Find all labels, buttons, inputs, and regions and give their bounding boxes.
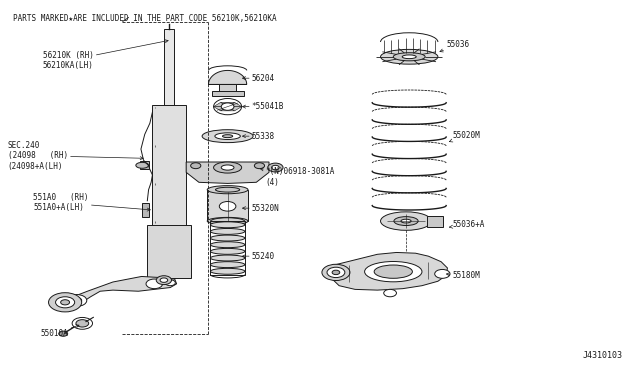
Circle shape xyxy=(332,270,340,275)
Text: SEC.240
(24098   (RH)
(24098+A(LH): SEC.240 (24098 (RH) (24098+A(LH) xyxy=(8,141,143,171)
Circle shape xyxy=(221,103,234,110)
Text: 56210K (RH)
56210KA(LH): 56210K (RH) 56210KA(LH) xyxy=(43,40,168,70)
Ellipse shape xyxy=(211,255,245,261)
Ellipse shape xyxy=(374,265,412,278)
Ellipse shape xyxy=(215,133,241,140)
Ellipse shape xyxy=(381,49,438,64)
Text: 55180M: 55180M xyxy=(447,271,480,280)
Ellipse shape xyxy=(207,186,248,194)
Text: 55036: 55036 xyxy=(440,41,469,52)
Circle shape xyxy=(165,280,175,286)
Bar xyxy=(164,29,174,105)
Ellipse shape xyxy=(211,235,245,241)
Ellipse shape xyxy=(394,217,418,225)
Circle shape xyxy=(56,297,75,308)
Polygon shape xyxy=(209,70,246,84)
Bar xyxy=(220,84,236,92)
Ellipse shape xyxy=(211,222,245,228)
Circle shape xyxy=(254,163,264,169)
Circle shape xyxy=(191,163,201,169)
Ellipse shape xyxy=(381,212,431,230)
Circle shape xyxy=(327,267,345,278)
Text: PARTS MARKED★ARE INCLUDED IN THE PART CODE 56210K,56210KA: PARTS MARKED★ARE INCLUDED IN THE PART CO… xyxy=(13,14,276,23)
Circle shape xyxy=(67,295,87,307)
Text: 551A0   (RH)
551A0+A(LH): 551A0 (RH) 551A0+A(LH) xyxy=(33,193,150,212)
Bar xyxy=(212,91,244,96)
Bar xyxy=(152,105,186,227)
Polygon shape xyxy=(214,102,228,107)
Polygon shape xyxy=(68,276,177,309)
Polygon shape xyxy=(214,107,228,111)
Polygon shape xyxy=(228,107,242,111)
Circle shape xyxy=(268,163,283,172)
Ellipse shape xyxy=(365,262,422,282)
Text: 56204: 56204 xyxy=(243,74,275,83)
Circle shape xyxy=(61,300,70,305)
Ellipse shape xyxy=(211,262,245,267)
Ellipse shape xyxy=(221,165,234,170)
Circle shape xyxy=(49,293,82,312)
Ellipse shape xyxy=(211,268,245,274)
Circle shape xyxy=(59,331,68,336)
Circle shape xyxy=(72,298,82,304)
Text: 55010A: 55010A xyxy=(41,325,79,338)
Bar xyxy=(147,225,191,278)
Text: 55338: 55338 xyxy=(243,132,275,141)
Ellipse shape xyxy=(394,53,425,61)
Ellipse shape xyxy=(211,228,245,234)
Circle shape xyxy=(322,264,350,280)
Circle shape xyxy=(76,320,89,327)
Text: 55036+A: 55036+A xyxy=(449,220,485,229)
Text: J4310103: J4310103 xyxy=(582,351,623,360)
Ellipse shape xyxy=(211,248,245,254)
Polygon shape xyxy=(332,253,447,290)
Ellipse shape xyxy=(402,55,416,59)
Ellipse shape xyxy=(216,187,240,192)
Circle shape xyxy=(156,276,172,285)
Ellipse shape xyxy=(214,162,242,173)
Text: *(N)06918-3081A
(4): *(N)06918-3081A (4) xyxy=(260,167,335,187)
Polygon shape xyxy=(186,162,269,183)
Bar xyxy=(207,190,248,221)
Polygon shape xyxy=(221,102,235,107)
Text: *55041B: *55041B xyxy=(243,102,284,111)
Bar xyxy=(140,161,149,169)
Circle shape xyxy=(160,278,168,282)
Ellipse shape xyxy=(207,217,248,225)
Ellipse shape xyxy=(401,219,411,223)
Circle shape xyxy=(146,279,163,289)
Ellipse shape xyxy=(220,202,236,211)
Bar xyxy=(211,221,245,275)
Ellipse shape xyxy=(136,162,148,168)
Bar xyxy=(427,215,443,227)
Bar xyxy=(142,203,148,217)
Text: 55020M: 55020M xyxy=(449,131,480,142)
Circle shape xyxy=(435,269,450,278)
Polygon shape xyxy=(221,107,235,111)
Ellipse shape xyxy=(211,242,245,248)
Ellipse shape xyxy=(223,135,233,138)
Circle shape xyxy=(384,289,396,297)
Ellipse shape xyxy=(202,130,253,142)
Text: 55320N: 55320N xyxy=(243,203,280,213)
Polygon shape xyxy=(228,102,242,107)
Circle shape xyxy=(271,165,279,170)
Text: 55240: 55240 xyxy=(243,251,275,261)
